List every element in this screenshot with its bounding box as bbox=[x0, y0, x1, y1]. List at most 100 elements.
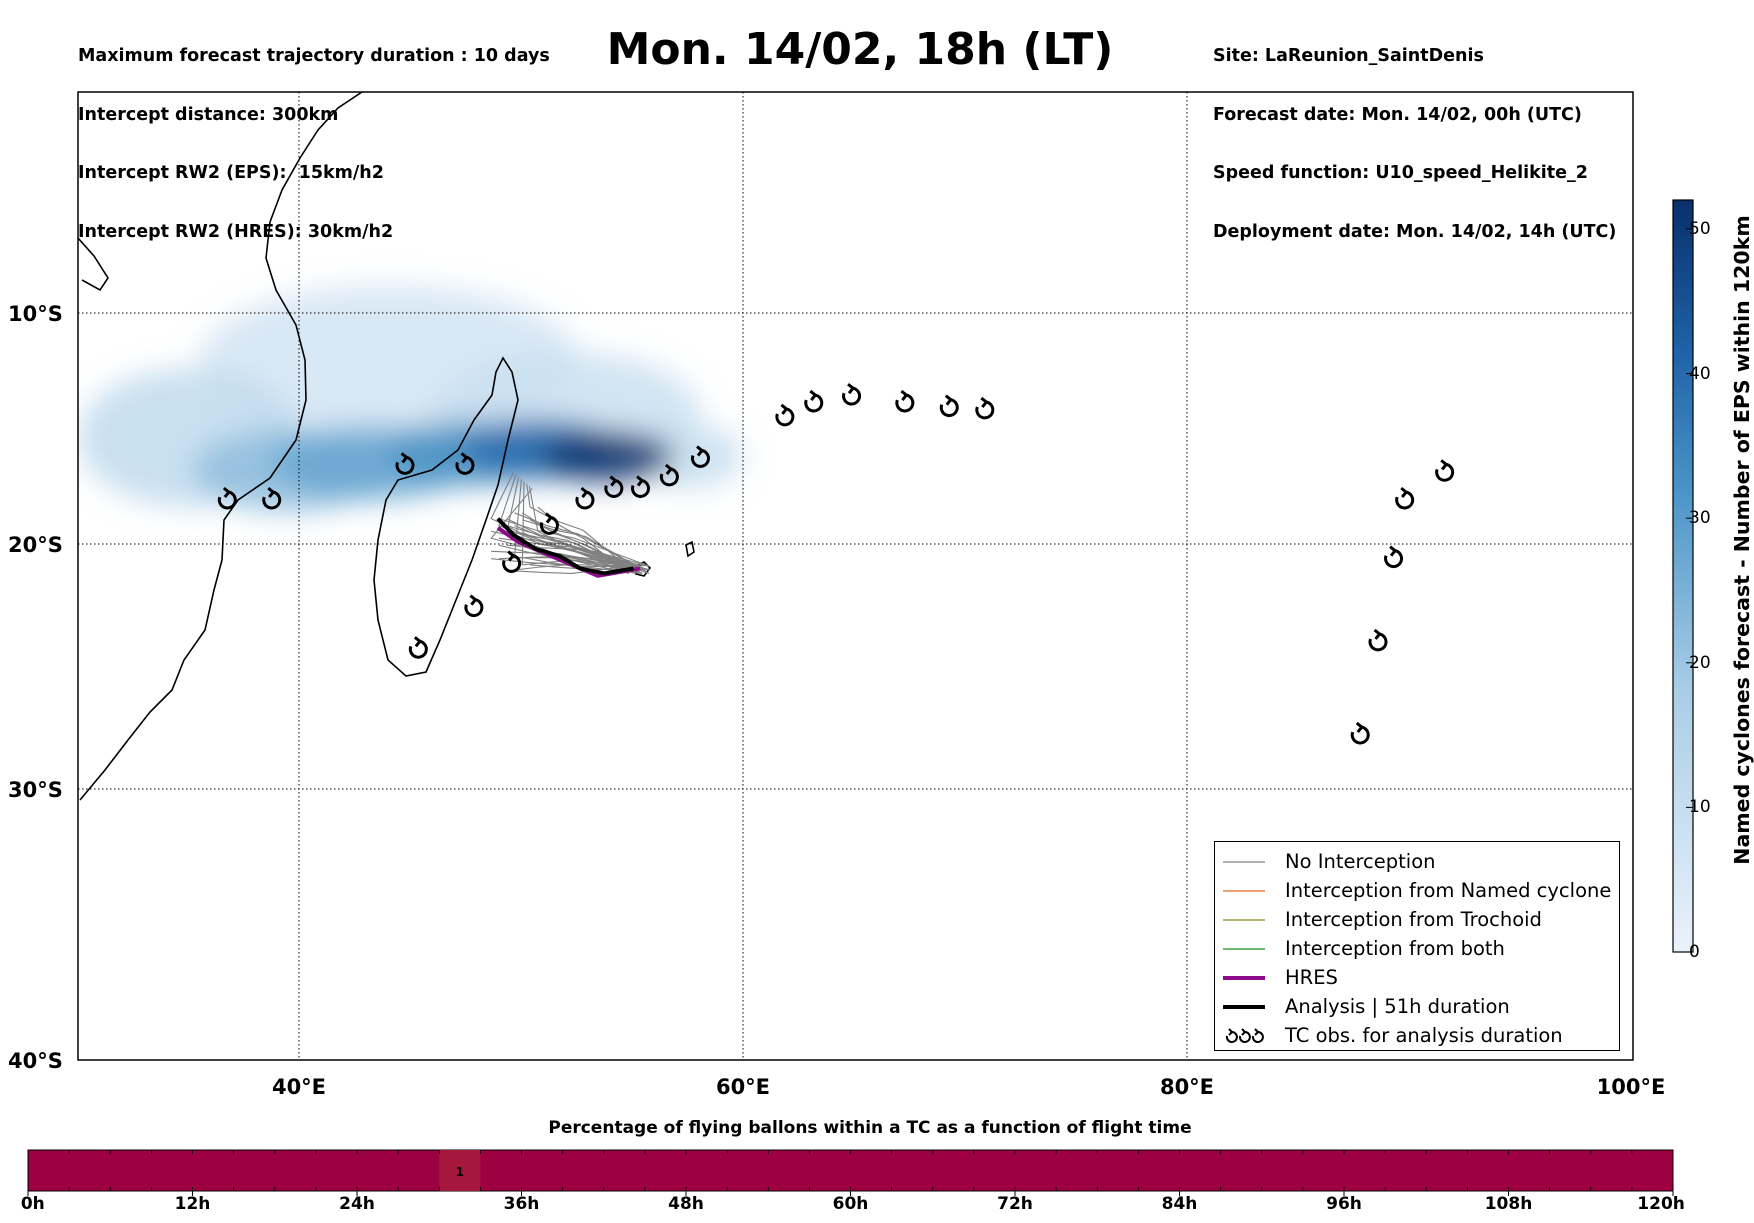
flight-time-tick-label: 24h bbox=[339, 1194, 375, 1214]
africa-coastline bbox=[79, 92, 363, 801]
flight-time-highlight-label: 1 bbox=[456, 1165, 464, 1179]
header-right-info: Site: LaReunion_SaintDenis Forecast date… bbox=[1213, 8, 1616, 262]
flight-time-tick-label: 120h bbox=[1637, 1194, 1685, 1214]
flight-time-tick-label: 12h bbox=[174, 1194, 211, 1214]
legend-swatch-hres bbox=[1223, 975, 1265, 980]
colorbar-ticks bbox=[1686, 228, 1693, 953]
colorbar-tick-label: 50 bbox=[1689, 218, 1711, 239]
tc-obs-icon bbox=[502, 550, 522, 573]
flight-time-tick-label: 108h bbox=[1484, 1194, 1533, 1214]
legend-item-no-interception: No Interception bbox=[1223, 847, 1436, 876]
tc-observations bbox=[217, 382, 1455, 745]
header-line-duration: Maximum forecast trajectory duration : 1… bbox=[78, 46, 550, 66]
tc-obs-icon bbox=[631, 475, 650, 498]
map-frame bbox=[77, 91, 1634, 1061]
lon-tick-100: 100°E bbox=[1597, 1075, 1666, 1099]
tc-obs-icon bbox=[895, 389, 915, 413]
tc-obs-icon bbox=[262, 486, 282, 510]
ensemble-trajectories bbox=[490, 472, 650, 574]
legend-label-analysis: Analysis | 51h duration bbox=[1285, 995, 1510, 1018]
ensemble-trajectory-24 bbox=[514, 565, 629, 574]
legend: No Interception Interception from Named … bbox=[1214, 841, 1620, 1051]
density-blob-8 bbox=[540, 430, 674, 482]
flight-time-tick-label: 36h bbox=[503, 1194, 540, 1214]
lon-tick-60: 60°E bbox=[716, 1075, 770, 1099]
ensemble-trajectory-31 bbox=[514, 525, 650, 571]
tc-obs-icon bbox=[775, 403, 795, 427]
flight-time-tick-label: 60h bbox=[832, 1194, 869, 1214]
header-line-forecast-date: Forecast date: Mon. 14/02, 00h (UTC) bbox=[1213, 104, 1582, 125]
tc-obs-icon bbox=[1350, 721, 1370, 745]
header-left-info: Maximum forecast trajectory duration : 1… bbox=[78, 8, 550, 262]
flight-time-tick-label: 96h bbox=[1326, 1194, 1362, 1214]
ensemble-trajectory-11 bbox=[522, 519, 650, 574]
header-line-rw2-hres: Intercept RW2 (HRES): 30km/h2 bbox=[78, 221, 394, 242]
legend-swatch-no-interception bbox=[1223, 860, 1265, 863]
flight-time-tick-label: 72h bbox=[997, 1194, 1033, 1214]
legend-item-named-cyclone: Interception from Named cyclone bbox=[1223, 876, 1611, 905]
tc-obs-icon bbox=[539, 512, 559, 535]
tc-obs-icon bbox=[604, 475, 624, 498]
lat-tick-10s: 10°S bbox=[8, 302, 63, 326]
coastlines bbox=[78, 92, 695, 801]
ensemble-trajectory-27 bbox=[537, 543, 650, 567]
colorbar-tick-label: 20 bbox=[1689, 652, 1711, 673]
tc-obs-icon bbox=[842, 382, 862, 406]
lon-tick-80: 80°E bbox=[1160, 1075, 1214, 1099]
tc-obs-icon bbox=[1435, 459, 1455, 482]
tc-obs-icon bbox=[575, 486, 595, 510]
tc-obs-icon bbox=[939, 394, 959, 418]
colorbar-tick-label: 10 bbox=[1689, 797, 1711, 818]
tc-obs-icon bbox=[659, 463, 679, 487]
colorbar-label: Named cyclones forecast - Number of EPS … bbox=[1730, 215, 1754, 865]
mauritius-island bbox=[685, 540, 695, 558]
ensemble-trajectory-32 bbox=[522, 531, 630, 574]
legend-swatch-named-cyclone bbox=[1223, 889, 1265, 892]
header-line-distance: Intercept distance: 300km bbox=[78, 104, 339, 125]
tc-obs-icon bbox=[975, 396, 995, 420]
header-line-rw2-eps: Intercept RW2 (EPS): 15km/h2 bbox=[78, 163, 384, 183]
colorbar-tick-label: 0 bbox=[1689, 942, 1700, 962]
tc-obs-icon bbox=[464, 594, 484, 618]
analysis-trajectory bbox=[496, 517, 634, 576]
madagascar-coastline bbox=[373, 356, 519, 677]
tc-obs-icon bbox=[408, 636, 428, 659]
legend-label-tc-obs: TC obs. for analysis duration bbox=[1285, 1024, 1563, 1047]
cyclone-density-layer bbox=[78, 285, 743, 512]
tc-obs-icon bbox=[1368, 628, 1388, 652]
lat-tick-20s: 20°S bbox=[8, 533, 63, 557]
tc-obs-icon bbox=[395, 452, 415, 475]
tc-obs-icon bbox=[217, 486, 237, 510]
lat-tick-30s: 30°S bbox=[8, 778, 63, 802]
legend-item-hres: HRES bbox=[1223, 963, 1338, 992]
flight-time-tick-label: 84h bbox=[1161, 1194, 1198, 1214]
legend-swatch-both bbox=[1223, 947, 1265, 950]
flight-time-title: Percentage of flying ballons within a TC… bbox=[548, 1118, 1192, 1138]
density-blob-2 bbox=[635, 423, 743, 489]
flight-time-tick-label: 48h bbox=[668, 1194, 704, 1214]
legend-label-named-cyclone: Interception from Named cyclone bbox=[1285, 879, 1612, 902]
tc-obs-triple-icon bbox=[1225, 1027, 1264, 1043]
gridlines bbox=[78, 92, 1633, 1060]
tc-obs-icon bbox=[691, 445, 710, 468]
colorbar bbox=[1672, 199, 1694, 953]
colorbar-tick-label: 30 bbox=[1689, 508, 1711, 529]
legend-label-no-interception: No Interception bbox=[1285, 850, 1436, 873]
legend-item-analysis: Analysis | 51h duration bbox=[1223, 992, 1510, 1021]
page-title: Mon. 14/02, 18h (LT) bbox=[606, 24, 1114, 75]
tc-obs-icon bbox=[1384, 545, 1404, 569]
colorbar-tick-label: 40 bbox=[1689, 363, 1711, 384]
legend-item-both: Interception from both bbox=[1223, 934, 1505, 963]
legend-item-trochoid: Interception from Trochoid bbox=[1223, 905, 1542, 934]
tc-obs-icon bbox=[804, 389, 824, 413]
legend-item-tc-obs: TC obs. for analysis duration bbox=[1223, 1021, 1563, 1050]
legend-swatch-analysis bbox=[1223, 1004, 1265, 1009]
ensemble-trajectory-30 bbox=[506, 518, 643, 567]
flight-time-highlight-cell bbox=[439, 1150, 481, 1191]
legend-label-trochoid: Interception from Trochoid bbox=[1285, 908, 1542, 931]
flight-time-tick-label: 0h bbox=[20, 1194, 45, 1214]
arabia-coastline bbox=[78, 237, 109, 292]
legend-label-hres: HRES bbox=[1285, 966, 1338, 989]
header-line-deployment-date: Deployment date: Mon. 14/02, 14h (UTC) bbox=[1213, 221, 1617, 242]
